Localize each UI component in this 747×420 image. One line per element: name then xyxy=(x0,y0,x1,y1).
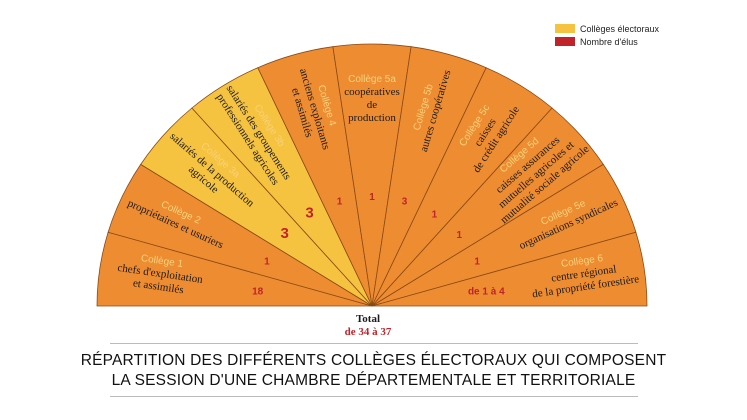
elus-count: 3 xyxy=(305,204,313,221)
elus-count: 3 xyxy=(402,196,408,207)
caption-line-2: LA SESSION D'UNE CHAMBRE DÉPARTEMENTALE … xyxy=(111,372,636,389)
elus-count: 1 xyxy=(457,230,463,241)
total-value: de 34 à 37 xyxy=(344,326,392,338)
elus-count: 1 xyxy=(337,196,343,207)
legend-label-colleges: Collèges électoraux xyxy=(580,23,660,34)
elus-count: 1 xyxy=(474,256,480,267)
elus-count: 1 xyxy=(369,192,375,203)
elus-count: 1 xyxy=(264,256,270,267)
sector-11 xyxy=(371,231,648,307)
college-description: de xyxy=(367,99,378,111)
legend-item-elus: Nombre d'élus xyxy=(555,35,659,48)
total-label: Total xyxy=(355,313,381,325)
elus-count: 18 xyxy=(252,286,264,297)
legend-label-elus: Nombre d'élus xyxy=(580,36,638,47)
college-description: production xyxy=(348,112,396,124)
legend-swatch-elus xyxy=(555,37,575,46)
caption-top-rule xyxy=(110,343,638,344)
caption-bottom-rule xyxy=(110,396,638,397)
elus-count: 3 xyxy=(281,225,289,242)
legend-item-colleges: Collèges électoraux xyxy=(555,22,659,35)
total-block: Total de 34 à 37 xyxy=(303,313,433,339)
college-name: Collège 5a xyxy=(348,74,396,85)
college-description: coopératives xyxy=(344,86,400,98)
legend: Collèges électoraux Nombre d'élus xyxy=(555,22,659,48)
caption-line-1: RÉPARTITION DES DIFFÉRENTS COLLÈGES ÉLEC… xyxy=(80,352,667,369)
elus-count: de 1 à 4 xyxy=(468,286,505,297)
elus-count: 1 xyxy=(432,209,438,220)
legend-swatch-colleges xyxy=(555,24,575,33)
